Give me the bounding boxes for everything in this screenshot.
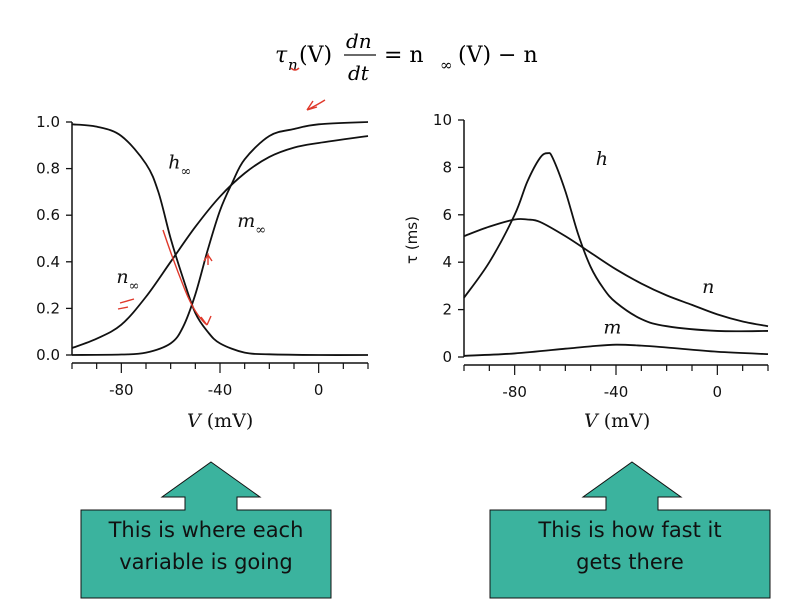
left-curve-label-text: m: [237, 210, 255, 232]
steady-state-plot: 0.00.20.40.60.81.0-80 -40 0 h∞m∞n∞: [36, 99, 369, 399]
right-series-n: [463, 218, 769, 328]
right-ytick-label: 0: [442, 348, 452, 366]
right-ytick-label: 8: [442, 158, 452, 176]
eq-rhs-tail: (V) − n: [458, 43, 538, 68]
left-ytick-label: 0.8: [36, 160, 60, 178]
eq-rhs-sub: ∞: [440, 56, 453, 74]
eq-rhs: = n: [384, 43, 424, 68]
right-ytick-label: 10: [433, 111, 452, 129]
eq-lhs-arg: (V): [299, 43, 332, 68]
left-callout-text: This is where each variable is going: [81, 514, 331, 578]
right-series-h: [463, 152, 769, 333]
left-curve-label-sub: ∞: [255, 223, 266, 238]
left-curve-label-text: n: [116, 266, 128, 288]
right-xtick-label: -80: [502, 383, 527, 401]
left-curve-label-sub: ∞: [129, 279, 140, 294]
right-curve-label: m: [603, 316, 621, 338]
left-ytick-label: 0.0: [36, 346, 60, 364]
right-callout-box: [489, 461, 771, 599]
left-ytick-label: 0.2: [36, 299, 60, 317]
right-xtick-label: 0: [713, 383, 723, 401]
hand-annotations: [117, 99, 326, 326]
left-series-m∞: [71, 121, 369, 356]
left-axes: 0.0 0.2 0.4 0.6 0.8 1.0 -80 -40 0: [36, 113, 369, 399]
left-ytick-label: 0.4: [36, 253, 60, 271]
right-series-m: [463, 343, 769, 357]
right-series: [463, 152, 769, 357]
left-curve-label: h∞: [168, 152, 191, 180]
left-ytick-label: 1.0: [36, 113, 60, 131]
right-ytick-label: 2: [442, 301, 452, 319]
left-curve-label: m∞: [237, 210, 266, 238]
left-xtick-label: -40: [208, 381, 233, 399]
right-curve-labels: h n m: [596, 148, 715, 338]
eq-frac-den: dt: [348, 61, 370, 85]
right-callout-line2: gets there: [576, 550, 684, 574]
right-curve-label: h: [596, 148, 608, 170]
right-ytick-label: 4: [442, 253, 452, 271]
right-ytick-label: 6: [442, 206, 452, 224]
eq-tau: τ: [275, 43, 288, 68]
right-curve-label-text: n: [702, 276, 714, 298]
left-series: [71, 121, 369, 356]
left-curve-label-sub: ∞: [180, 165, 191, 180]
left-xlabel: V (mV): [187, 410, 254, 432]
eq-tau-sub: n: [288, 56, 298, 74]
left-series-n∞: [71, 135, 369, 349]
annotation-mark: [290, 67, 300, 71]
time-constant-plot: 0 2 4 6 8 10 -80 -40 0 h n m τ (ms): [403, 111, 769, 401]
right-xtick-label: -40: [604, 383, 629, 401]
equation: τ n (V) dn dt = n ∞ (V) − n: [275, 29, 538, 85]
right-axes: 0 2 4 6 8 10 -80 -40 0: [433, 111, 769, 401]
left-curve-label: n∞: [116, 266, 139, 294]
right-curve-label-text: m: [603, 316, 621, 338]
left-callout-box: [80, 461, 332, 599]
left-xtick-label: 0: [314, 381, 324, 399]
right-callout-line1: This is how fast it: [538, 518, 722, 542]
right-curve-label-text: h: [596, 148, 608, 170]
right-ylabel: τ (ms): [403, 216, 421, 264]
right-curve-label: n: [702, 276, 714, 298]
right-xlabel: V (mV): [584, 410, 651, 432]
left-callout-line1: This is where each: [108, 518, 304, 542]
left-xtick-label: -80: [109, 381, 134, 399]
right-callout-text: This is how fast it gets there: [490, 514, 770, 578]
left-curve-labels: h∞m∞n∞: [116, 152, 266, 294]
left-series-h∞: [71, 123, 369, 356]
eq-frac-num: dn: [346, 29, 372, 53]
left-ytick-label: 0.6: [36, 206, 60, 224]
left-curve-label-text: h: [168, 152, 180, 174]
left-callout-line2: variable is going: [119, 550, 293, 574]
